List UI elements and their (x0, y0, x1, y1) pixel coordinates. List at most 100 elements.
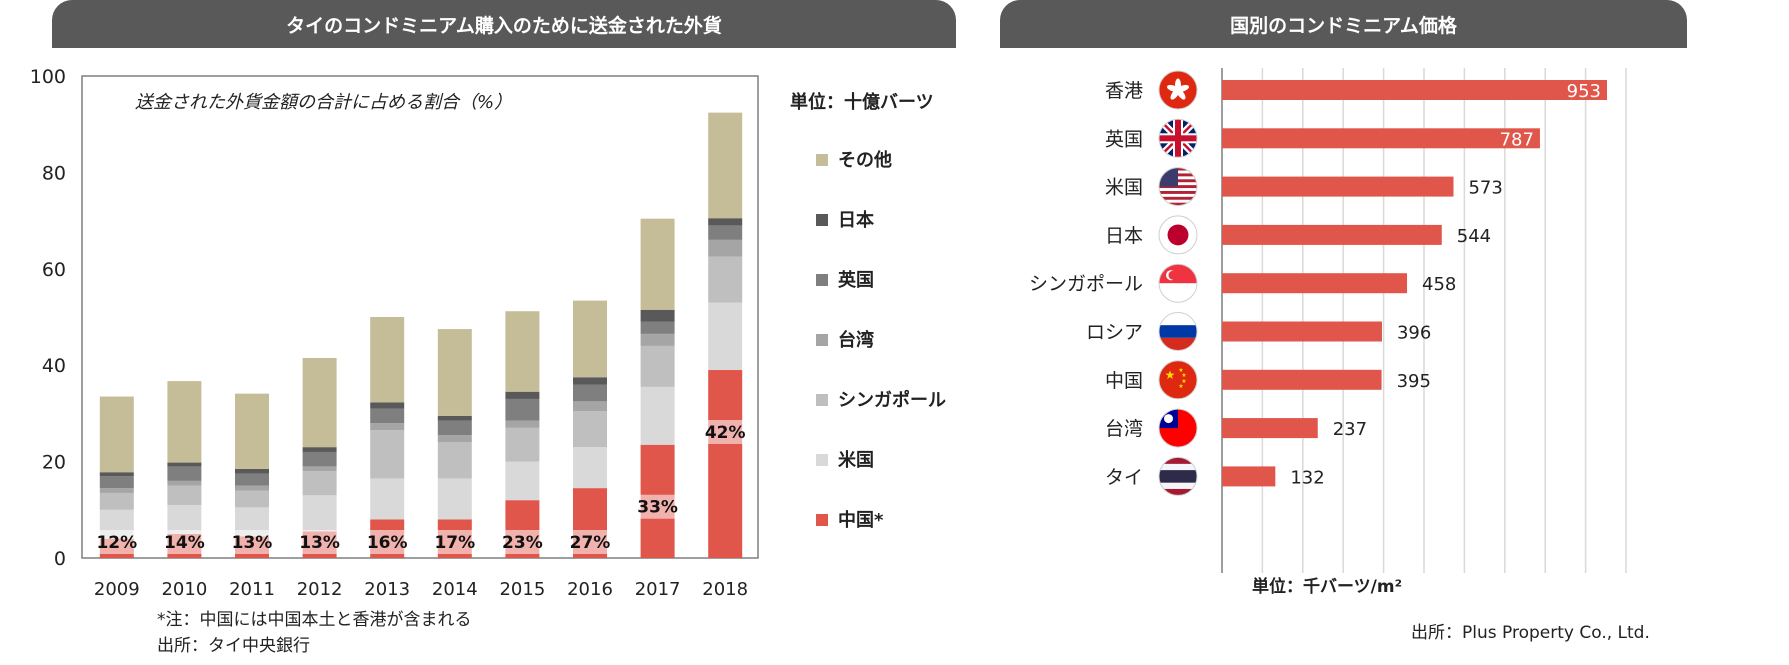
flag-bg (1159, 360, 1197, 399)
bar-segment (437, 415, 472, 421)
blue-band (1159, 325, 1197, 338)
flag-ring (1158, 70, 1198, 110)
bar-segment (437, 329, 472, 416)
left-source: 出所：タイ中央銀行 (157, 636, 310, 656)
bar-segment (167, 485, 202, 505)
flag-ring (1158, 312, 1198, 351)
value-label: 458 (1422, 274, 1456, 295)
flag-icon (1159, 215, 1197, 254)
percent-label: 14% (164, 533, 205, 553)
category-label: 日本 (1105, 225, 1143, 247)
bar (1222, 321, 1382, 342)
bar-segment (235, 490, 269, 508)
bar-segment (505, 391, 540, 399)
sun (1167, 224, 1189, 246)
category-label: 香港 (1105, 80, 1143, 102)
sun (1164, 414, 1173, 424)
flag-icon (1159, 312, 1197, 351)
bar-segment (99, 476, 134, 489)
bar (1222, 176, 1454, 197)
x-tick-label: 2016 (567, 579, 613, 600)
bar-segment (505, 311, 540, 392)
bar-segment (167, 504, 202, 534)
chart-footnote: *注：中国には中国本土と香港が含まれる (157, 610, 472, 630)
y-tick-label: 60 (42, 259, 66, 281)
bar-segment (99, 488, 134, 493)
star: ★ (1178, 367, 1183, 374)
category-label: 米国 (1105, 177, 1143, 199)
top-band (1159, 264, 1197, 284)
bar-segment (370, 478, 405, 520)
bar-segment (573, 410, 607, 448)
star: ★ (1178, 383, 1183, 390)
category-label: タイ (1105, 466, 1143, 488)
flag-icon (1159, 457, 1197, 496)
flag-ring (1158, 167, 1198, 207)
unit-label: 単位：十億バーツ (790, 91, 934, 113)
bar-segment (302, 357, 337, 448)
legend-label: シンガポール (838, 389, 946, 411)
value-label: 395 (1397, 371, 1431, 392)
plot-frame (81, 75, 759, 559)
percent-label: 27% (570, 533, 611, 553)
bar-segment (505, 420, 540, 428)
x-tick-label: 2009 (94, 579, 140, 600)
legend-swatch (816, 454, 828, 466)
legend-label: 英国 (837, 269, 874, 291)
percent-label-bg (500, 530, 545, 554)
y-tick-label: 100 (30, 66, 66, 88)
bar-segment (708, 302, 743, 371)
stripe (1159, 196, 1197, 200)
bar (1222, 224, 1442, 245)
bar-segment (573, 447, 607, 489)
flag-icon: ★ ★★★★ (1159, 360, 1197, 399)
right-chart-header: 国別のコンドミニアム価格 (1000, 0, 1687, 48)
category-label: 英国 (1105, 128, 1143, 150)
bar-segment (505, 427, 540, 462)
chart-subtitle: 送金された外貨金額の合計に占める割合（%） (135, 92, 512, 113)
y-tick-label: 40 (42, 355, 66, 377)
bar-segment (573, 300, 607, 378)
bar-segment (370, 408, 405, 424)
bar-segment (437, 442, 472, 479)
flag-icon (1159, 119, 1197, 158)
value-label: 573 (1468, 178, 1502, 199)
bar-segment (708, 239, 743, 257)
category-label: 中国 (1105, 370, 1143, 392)
bar (1222, 273, 1408, 294)
bar-segment (99, 396, 134, 473)
bar-segment (437, 435, 472, 443)
percent-label-bg (365, 530, 410, 554)
bar (1222, 418, 1318, 439)
flag-ring (1158, 215, 1198, 255)
bar-segment (99, 472, 134, 477)
bar-segment (708, 112, 743, 219)
x-tick-label: 2014 (432, 579, 478, 600)
x-tick-label: 2011 (229, 579, 275, 600)
bar-segment (640, 386, 675, 445)
legend-swatch (816, 334, 828, 346)
value-label: 237 (1333, 419, 1367, 440)
cross-red (1159, 135, 1197, 142)
percent-label: 42% (705, 423, 746, 443)
legend-swatch (816, 274, 828, 286)
percent-label: 12% (96, 533, 137, 553)
percent-label: 13% (232, 533, 273, 553)
bar-segment (708, 256, 743, 303)
bar-segment (167, 462, 202, 467)
percent-label-bg (568, 530, 612, 554)
bar-segment (640, 333, 675, 346)
stripe (1159, 190, 1197, 194)
flag-ring (1158, 456, 1198, 496)
percent-label: 23% (502, 533, 543, 553)
bar-segment (505, 461, 540, 501)
bar-segment (235, 393, 269, 469)
bar-segment (302, 466, 337, 472)
bar-segment (437, 478, 472, 520)
flag-icon (1159, 71, 1197, 109)
blue-band (1159, 470, 1197, 483)
value-label: 953 (1567, 81, 1601, 102)
percent-label-bg (703, 420, 748, 445)
bar-segment (573, 401, 607, 411)
